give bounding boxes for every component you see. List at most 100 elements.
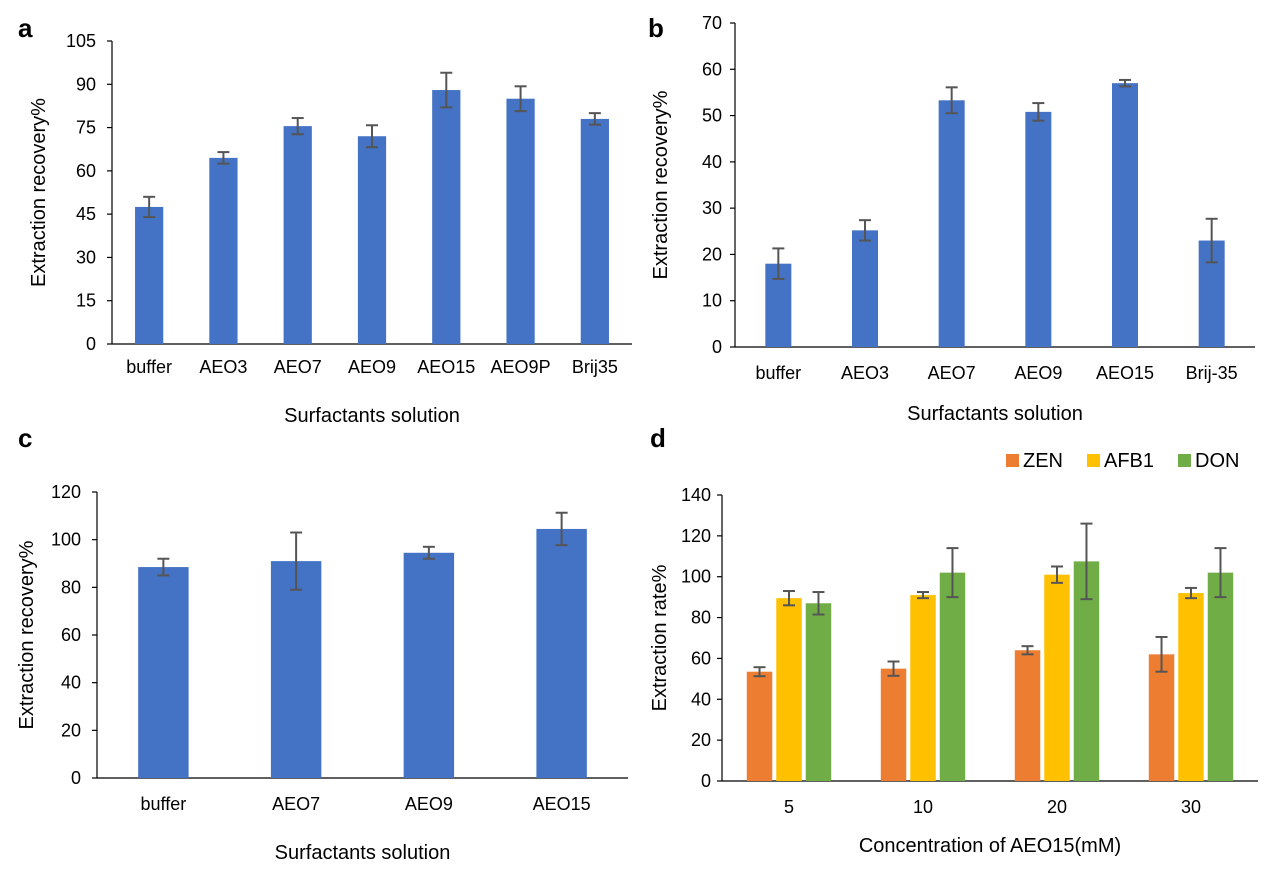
panel-b: b 0 10 20 30 40 50 60 70 buffer AEO3 AEO7 AEO9 AEO15 B… xyxy=(648,13,1255,425)
y-tick-label: 40 xyxy=(61,673,81,693)
bar xyxy=(1112,83,1138,348)
y-tick-label: 0 xyxy=(86,334,96,354)
x-axis-title: Concentration of AEO15(mM) xyxy=(859,835,1121,857)
legend-label: ZEN xyxy=(1023,450,1063,472)
legend-label: DON xyxy=(1195,450,1239,472)
bar xyxy=(910,595,936,781)
bar xyxy=(1014,650,1041,781)
y-axis-title: Extraction recovery% xyxy=(28,98,50,287)
y-tick-label: 60 xyxy=(691,648,711,668)
bar xyxy=(1207,572,1234,781)
x-tick-label: 10 xyxy=(913,797,933,817)
y-tick-label: 100 xyxy=(681,567,711,587)
y-tick-label: 120 xyxy=(681,526,711,546)
y-tick-label: 50 xyxy=(702,106,722,126)
panel-letter: b xyxy=(648,13,664,43)
y-tick-label: 45 xyxy=(76,204,96,224)
y-axis-title: Extraction rate% xyxy=(649,564,671,711)
x-tick-label: AEO7 xyxy=(928,363,976,383)
y-tick-label: 60 xyxy=(76,161,96,181)
x-tick-label: AEO7 xyxy=(272,794,320,814)
legend-swatch xyxy=(1178,454,1191,467)
x-tick-label: AEO9 xyxy=(1014,363,1062,383)
panel-c: c 0 20 40 60 80 100 120 buffer AEO7 AEO9 AEO15 Surfa… xyxy=(16,423,628,864)
y-tick-label: 0 xyxy=(71,768,81,788)
x-tick-label: AEO15 xyxy=(1096,363,1154,383)
bar xyxy=(283,126,312,344)
bar xyxy=(776,598,802,781)
x-tick-label: AEO15 xyxy=(417,357,475,377)
bar xyxy=(580,118,609,345)
bar xyxy=(135,206,164,344)
x-tick-label: buffer xyxy=(126,357,172,377)
bar xyxy=(805,603,832,781)
bar xyxy=(938,100,965,347)
legend-label: AFB1 xyxy=(1104,450,1154,472)
y-tick-label: 0 xyxy=(701,771,711,791)
y-tick-label: 140 xyxy=(681,485,711,505)
x-tick-label: AEO3 xyxy=(841,363,889,383)
y-tick-label: 40 xyxy=(691,689,711,709)
x-tick-label: 5 xyxy=(784,797,794,817)
x-tick-label: Brij-35 xyxy=(1186,363,1238,383)
x-tick-label: 30 xyxy=(1181,797,1201,817)
panel-a: a 0 15 30 45 60 75 90 105 buffer AEO3 AEO7 AEO9 AEO15… xyxy=(18,13,632,427)
bar xyxy=(357,136,387,344)
bar xyxy=(506,98,535,344)
bar xyxy=(880,668,907,781)
legend-swatch xyxy=(1087,454,1100,467)
bar xyxy=(432,90,461,344)
y-tick-label: 80 xyxy=(691,608,711,628)
panel-letter: a xyxy=(18,13,33,43)
x-axis-title: Surfactants solution xyxy=(275,842,451,864)
y-axis-title: Extraction recovery% xyxy=(16,540,38,729)
legend-swatch xyxy=(1006,454,1019,467)
y-tick-label: 20 xyxy=(61,720,81,740)
panel-letter: c xyxy=(18,423,32,453)
bar xyxy=(536,528,587,778)
bar xyxy=(1025,111,1052,348)
x-tick-label: AEO3 xyxy=(199,357,247,377)
y-tick-label: 0 xyxy=(712,337,722,357)
y-tick-label: 20 xyxy=(702,244,722,264)
y-tick-label: 20 xyxy=(691,730,711,750)
x-tick-label: AEO9 xyxy=(405,794,453,814)
x-tick-label: AEO9 xyxy=(348,357,396,377)
y-tick-label: 15 xyxy=(76,291,96,311)
panel-d: d 0 20 40 60 80 100 120 140 5 10 20 30 Concentration … xyxy=(649,423,1258,857)
y-tick-label: 90 xyxy=(76,74,96,94)
y-tick-label: 30 xyxy=(702,198,722,218)
y-tick-label: 60 xyxy=(702,59,722,79)
bar xyxy=(1148,654,1175,781)
bar xyxy=(852,230,878,347)
y-tick-label: 40 xyxy=(702,152,722,172)
y-tick-label: 120 xyxy=(51,482,81,502)
bar xyxy=(1178,593,1204,781)
y-tick-label: 60 xyxy=(61,625,81,645)
x-tick-label: buffer xyxy=(141,794,187,814)
y-tick-label: 105 xyxy=(66,31,96,51)
x-axis-title: Surfactants solution xyxy=(907,403,1083,425)
x-tick-label: Brij35 xyxy=(572,357,618,377)
y-axis-title: Extraction recovery% xyxy=(650,90,672,279)
panel-letter: d xyxy=(650,423,666,453)
y-tick-label: 100 xyxy=(51,530,81,550)
y-tick-label: 10 xyxy=(702,291,722,311)
bar xyxy=(939,572,966,781)
bar xyxy=(209,157,238,344)
x-tick-label: 20 xyxy=(1047,797,1067,817)
bar xyxy=(270,561,322,778)
y-tick-label: 70 xyxy=(702,13,722,33)
x-tick-label: AEO9P xyxy=(491,357,551,377)
y-tick-label: 30 xyxy=(76,247,96,267)
y-tick-label: 75 xyxy=(76,118,96,138)
x-tick-label: AEO15 xyxy=(533,794,591,814)
x-tick-label: AEO7 xyxy=(274,357,322,377)
bar xyxy=(746,671,773,781)
bar xyxy=(403,552,455,778)
bar xyxy=(138,567,189,778)
x-tick-label: buffer xyxy=(755,363,801,383)
x-axis-title: Surfactants solution xyxy=(284,405,460,427)
bar xyxy=(1044,574,1070,781)
